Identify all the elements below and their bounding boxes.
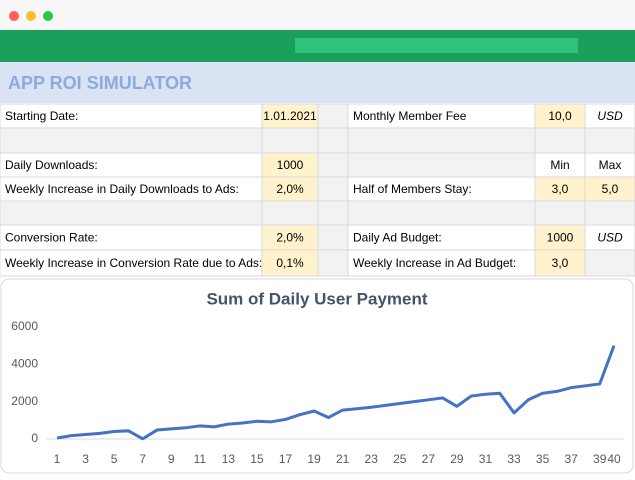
cell	[584, 152, 635, 178]
y-tick-label: 4000	[11, 357, 38, 371]
cell-text: Daily Downloads:	[5, 158, 98, 172]
cell	[261, 127, 319, 154]
chart-frame	[0, 278, 634, 474]
x-tick-label: 35	[536, 452, 550, 466]
input-table: Starting Date: 1.01.2021 Monthly Member Fe…	[0, 103, 635, 277]
cell	[584, 224, 635, 251]
cell	[317, 176, 349, 202]
x-tick-label: 29	[450, 452, 464, 466]
cell-text: 1000	[547, 231, 574, 245]
cell	[347, 127, 536, 154]
cell	[584, 103, 635, 129]
cell	[347, 224, 536, 251]
cell-text: 2,0%	[276, 231, 304, 245]
formula-bar[interactable]	[295, 38, 578, 53]
x-tick-label: 5	[111, 452, 118, 466]
cell	[534, 176, 586, 202]
x-tick-label: 21	[336, 452, 350, 466]
x-tick-label: 39	[593, 452, 607, 466]
cell-text: Starting Date:	[5, 109, 78, 123]
cell-text: Half of Members Stay:	[353, 182, 472, 196]
x-tick-label: 27	[422, 452, 436, 466]
cell-text: 0,1%	[276, 256, 304, 270]
cell-text: 3,0	[552, 256, 569, 270]
cell	[347, 152, 536, 178]
cell-text: Weekly Increase in Ad Budget:	[353, 256, 516, 270]
cell	[347, 200, 536, 226]
title-band	[0, 62, 635, 103]
cell-text: 3,0	[552, 182, 569, 196]
x-tick-label: 31	[479, 452, 493, 466]
cell	[317, 103, 349, 129]
x-tick-label: 11	[194, 452, 207, 466]
cell	[584, 127, 635, 154]
cell-text: Daily Ad Budget:	[353, 231, 442, 245]
cell-text: 2,0%	[276, 182, 304, 196]
cell	[317, 224, 349, 251]
cell	[0, 224, 263, 251]
x-tick-label: 1	[54, 452, 61, 466]
cell	[584, 176, 635, 202]
cell-text: USD	[597, 231, 623, 245]
cell	[261, 249, 319, 277]
y-tick-label: 6000	[11, 319, 38, 333]
x-tick-label: 9	[168, 452, 175, 466]
cell-text: Min	[550, 158, 569, 172]
y-tick-label: 0	[31, 431, 38, 445]
cell	[317, 249, 349, 277]
cell	[0, 127, 263, 154]
cell-text: 10,0	[548, 109, 572, 123]
cell	[261, 200, 319, 226]
cell-text: USD	[597, 109, 623, 123]
data-line	[56, 345, 616, 441]
cell	[534, 249, 586, 277]
x-tick-label: 25	[393, 452, 407, 466]
cell	[261, 152, 319, 178]
x-tick-label: 33	[507, 452, 521, 466]
x-tick-label: 15	[250, 452, 264, 466]
cell	[261, 224, 319, 251]
chart-title: Sum of Daily User Payment	[206, 289, 427, 308]
x-tick-label: 19	[307, 452, 321, 466]
maximize-button[interactable]	[43, 11, 53, 21]
cell	[317, 127, 349, 154]
y-tick-label: 2000	[11, 394, 38, 408]
cell-text: Conversion Rate:	[5, 231, 98, 245]
x-tick-label: 7	[139, 452, 146, 466]
close-button[interactable]	[9, 11, 19, 21]
cell-text: 1000	[277, 158, 304, 172]
cell	[534, 200, 586, 226]
cell	[534, 224, 586, 251]
x-tick-label: 17	[279, 452, 293, 466]
cell-text: Weekly Increase in Daily Downloads to Ad…	[5, 182, 239, 196]
cell-text: 1.01.2021	[263, 109, 317, 123]
cell	[317, 200, 349, 226]
cell-text: Max	[599, 158, 622, 172]
cell	[584, 249, 635, 277]
x-tick-label: 3	[82, 452, 89, 466]
cell	[534, 127, 586, 154]
x-tick-label: 23	[365, 452, 379, 466]
minimize-button[interactable]	[26, 11, 36, 21]
cell	[261, 176, 319, 202]
cell	[347, 249, 536, 277]
cell	[347, 103, 536, 129]
sheet-title: APP ROI SIMULATOR	[8, 73, 192, 93]
x-tick-label: 37	[564, 452, 578, 466]
cell	[0, 200, 263, 226]
cell-text: Monthly Member Fee	[353, 109, 467, 123]
cell-text: Weekly Increase in Conversion Rate due t…	[5, 256, 262, 270]
x-tick-label: 13	[222, 452, 236, 466]
cell	[584, 200, 635, 226]
title-bar	[0, 0, 635, 30]
x-tick-label: 40	[607, 452, 621, 466]
cell	[317, 152, 349, 178]
cell-text: 5,0	[602, 182, 619, 196]
